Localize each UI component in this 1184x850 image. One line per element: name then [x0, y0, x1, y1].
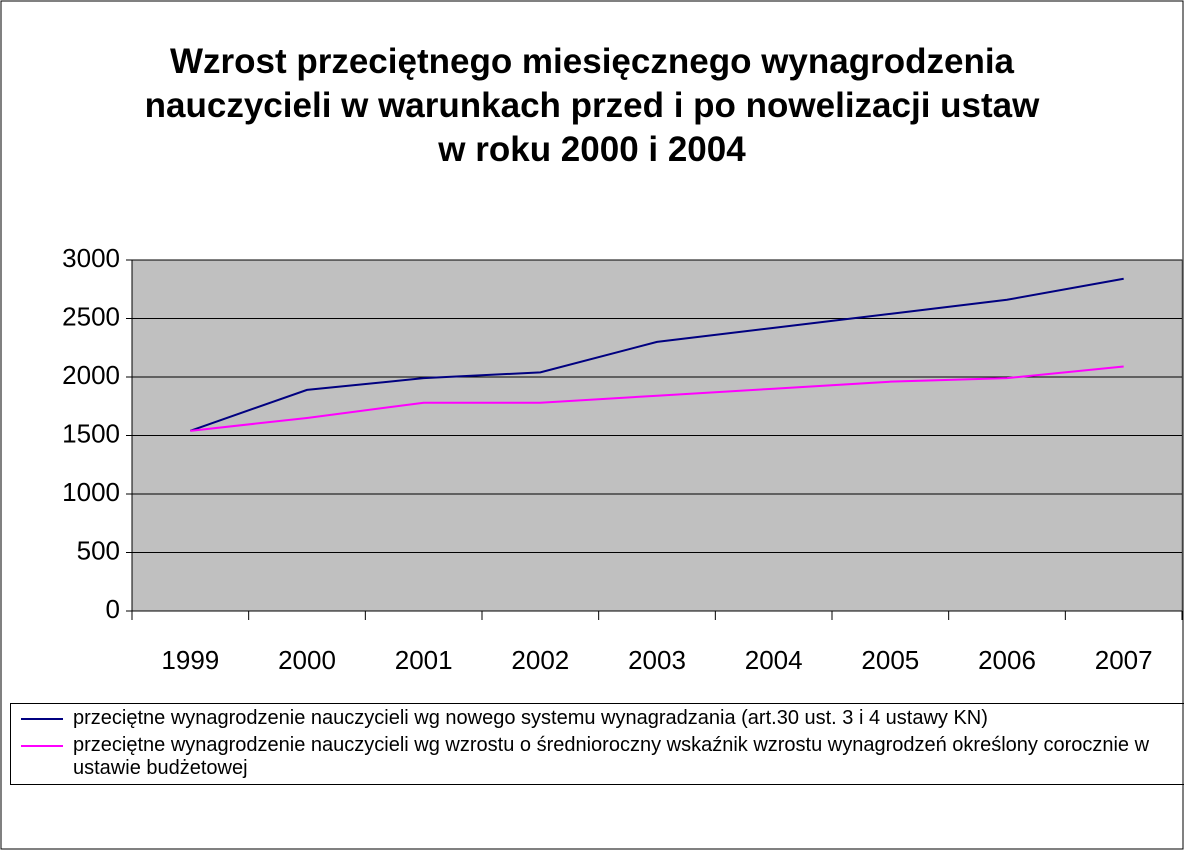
legend-swatch	[21, 745, 63, 747]
y-tick-label: 1000	[62, 477, 120, 507]
x-tick-label: 2005	[861, 645, 919, 675]
x-tick-label: 2006	[978, 645, 1036, 675]
x-tick-label: 2004	[745, 645, 803, 675]
legend-item: przeciętne wynagrodzenie nauczycieli wg …	[11, 707, 1183, 730]
x-tick-label: 2003	[628, 645, 686, 675]
legend-item: przeciętne wynagrodzenie nauczycieli wg …	[11, 734, 1183, 780]
legend: przeciętne wynagrodzenie nauczycieli wg …	[10, 703, 1184, 785]
series-line	[190, 365, 1124, 432]
x-tick-label: 2002	[511, 645, 569, 675]
series-line	[190, 277, 1124, 432]
y-tick-label: 3000	[62, 243, 120, 273]
legend-label: przeciętne wynagrodzenie nauczycieli wg …	[73, 734, 1150, 779]
y-tick-label: 500	[77, 535, 120, 565]
x-tick-label: 2001	[395, 645, 453, 675]
legend-swatch	[21, 718, 63, 720]
legend-label: przeciętne wynagrodzenie nauczycieli wg …	[73, 707, 988, 729]
x-tick-label: 1999	[161, 645, 219, 675]
x-tick-label: 2000	[278, 645, 336, 675]
y-tick-label: 2500	[62, 301, 120, 331]
y-tick-label: 1500	[62, 418, 120, 448]
y-tick-label: 2000	[62, 360, 120, 390]
x-tick-label: 2007	[1095, 645, 1153, 675]
chart-title: Wzrost przeciętnego miesięcznego wynagro…	[144, 42, 1040, 169]
y-tick-label: 0	[106, 594, 120, 624]
